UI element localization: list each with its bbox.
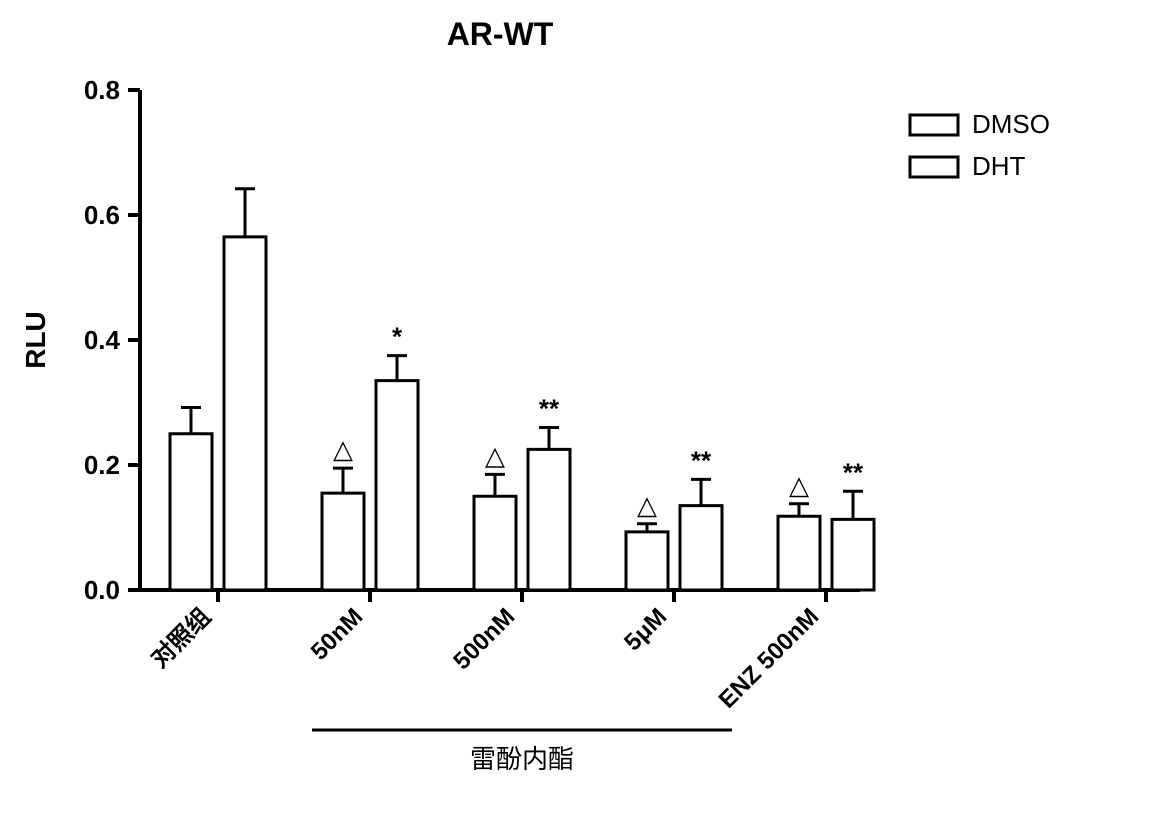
y-tick-label: 0.4 — [84, 325, 121, 355]
significance-marker: △ — [333, 434, 353, 464]
bar-dmso — [322, 493, 364, 590]
chart-container: AR-WT 0.0 0.2 0.4 0.6 0.8 RLU 对照组 △ * 50nM △ ** 500nM… — [0, 0, 1160, 831]
bar-dht — [832, 519, 874, 590]
significance-marker: △ — [637, 490, 657, 520]
y-axis-label: RLU — [20, 311, 51, 369]
y-tick-label: 0.2 — [84, 450, 120, 480]
significance-marker: * — [392, 322, 403, 352]
legend-swatch — [910, 115, 958, 135]
y-tick-label: 0.6 — [84, 200, 120, 230]
y-tick-label: 0.8 — [84, 75, 120, 105]
group-label: 雷酚内酯 — [470, 744, 574, 774]
legend-swatch — [910, 157, 958, 177]
y-tick-label: 0.0 — [84, 575, 120, 605]
bar-dht — [224, 237, 266, 590]
bar-dmso — [778, 516, 820, 590]
chart-title: AR-WT — [447, 16, 554, 52]
bar-dmso — [474, 496, 516, 590]
significance-marker: △ — [485, 440, 505, 470]
bar-dmso — [626, 532, 668, 590]
category-label: 50nM — [306, 603, 368, 665]
bar-dht — [376, 381, 418, 590]
significance-marker: ** — [691, 445, 712, 475]
category-label: 5μM — [619, 603, 672, 656]
legend-label: DHT — [972, 151, 1026, 181]
category-label: 500nM — [448, 603, 520, 675]
bar-dht — [528, 449, 570, 590]
bar-chart: AR-WT 0.0 0.2 0.4 0.6 0.8 RLU 对照组 △ * 50nM △ ** 500nM… — [0, 0, 1160, 831]
category-label: ENZ 500nM — [714, 603, 825, 714]
legend-label: DMSO — [972, 109, 1050, 139]
category-label: 对照组 — [146, 603, 216, 673]
significance-marker: △ — [789, 470, 809, 500]
bar-dmso — [170, 434, 212, 590]
significance-marker: ** — [843, 457, 864, 487]
significance-marker: ** — [539, 394, 560, 424]
bar-dht — [680, 506, 722, 590]
